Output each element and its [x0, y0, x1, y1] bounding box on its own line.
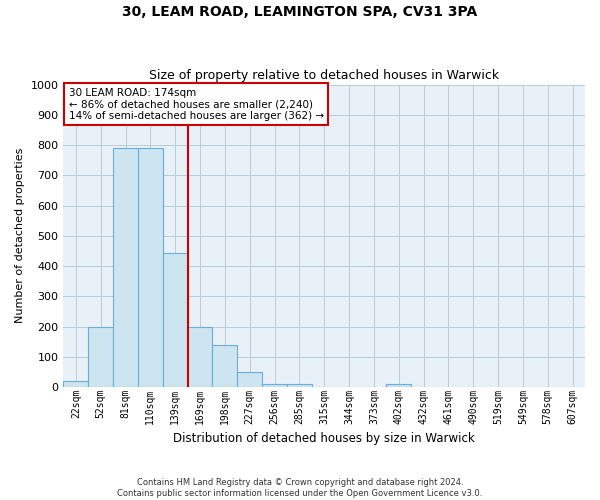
- Text: 30 LEAM ROAD: 174sqm
← 86% of detached houses are smaller (2,240)
14% of semi-de: 30 LEAM ROAD: 174sqm ← 86% of detached h…: [68, 88, 324, 121]
- Bar: [237, 372, 262, 387]
- Bar: [64, 381, 88, 387]
- X-axis label: Distribution of detached houses by size in Warwick: Distribution of detached houses by size …: [173, 432, 475, 445]
- Y-axis label: Number of detached properties: Number of detached properties: [15, 148, 25, 324]
- Bar: [287, 384, 312, 387]
- Bar: [212, 344, 237, 387]
- Title: Size of property relative to detached houses in Warwick: Size of property relative to detached ho…: [149, 69, 499, 82]
- Bar: [262, 384, 287, 387]
- Bar: [163, 253, 188, 387]
- Bar: [138, 148, 163, 387]
- Bar: [88, 328, 113, 387]
- Text: 30, LEAM ROAD, LEAMINGTON SPA, CV31 3PA: 30, LEAM ROAD, LEAMINGTON SPA, CV31 3PA: [122, 5, 478, 19]
- Bar: [113, 148, 138, 387]
- Bar: [386, 384, 411, 387]
- Text: Contains HM Land Registry data © Crown copyright and database right 2024.
Contai: Contains HM Land Registry data © Crown c…: [118, 478, 482, 498]
- Bar: [188, 328, 212, 387]
